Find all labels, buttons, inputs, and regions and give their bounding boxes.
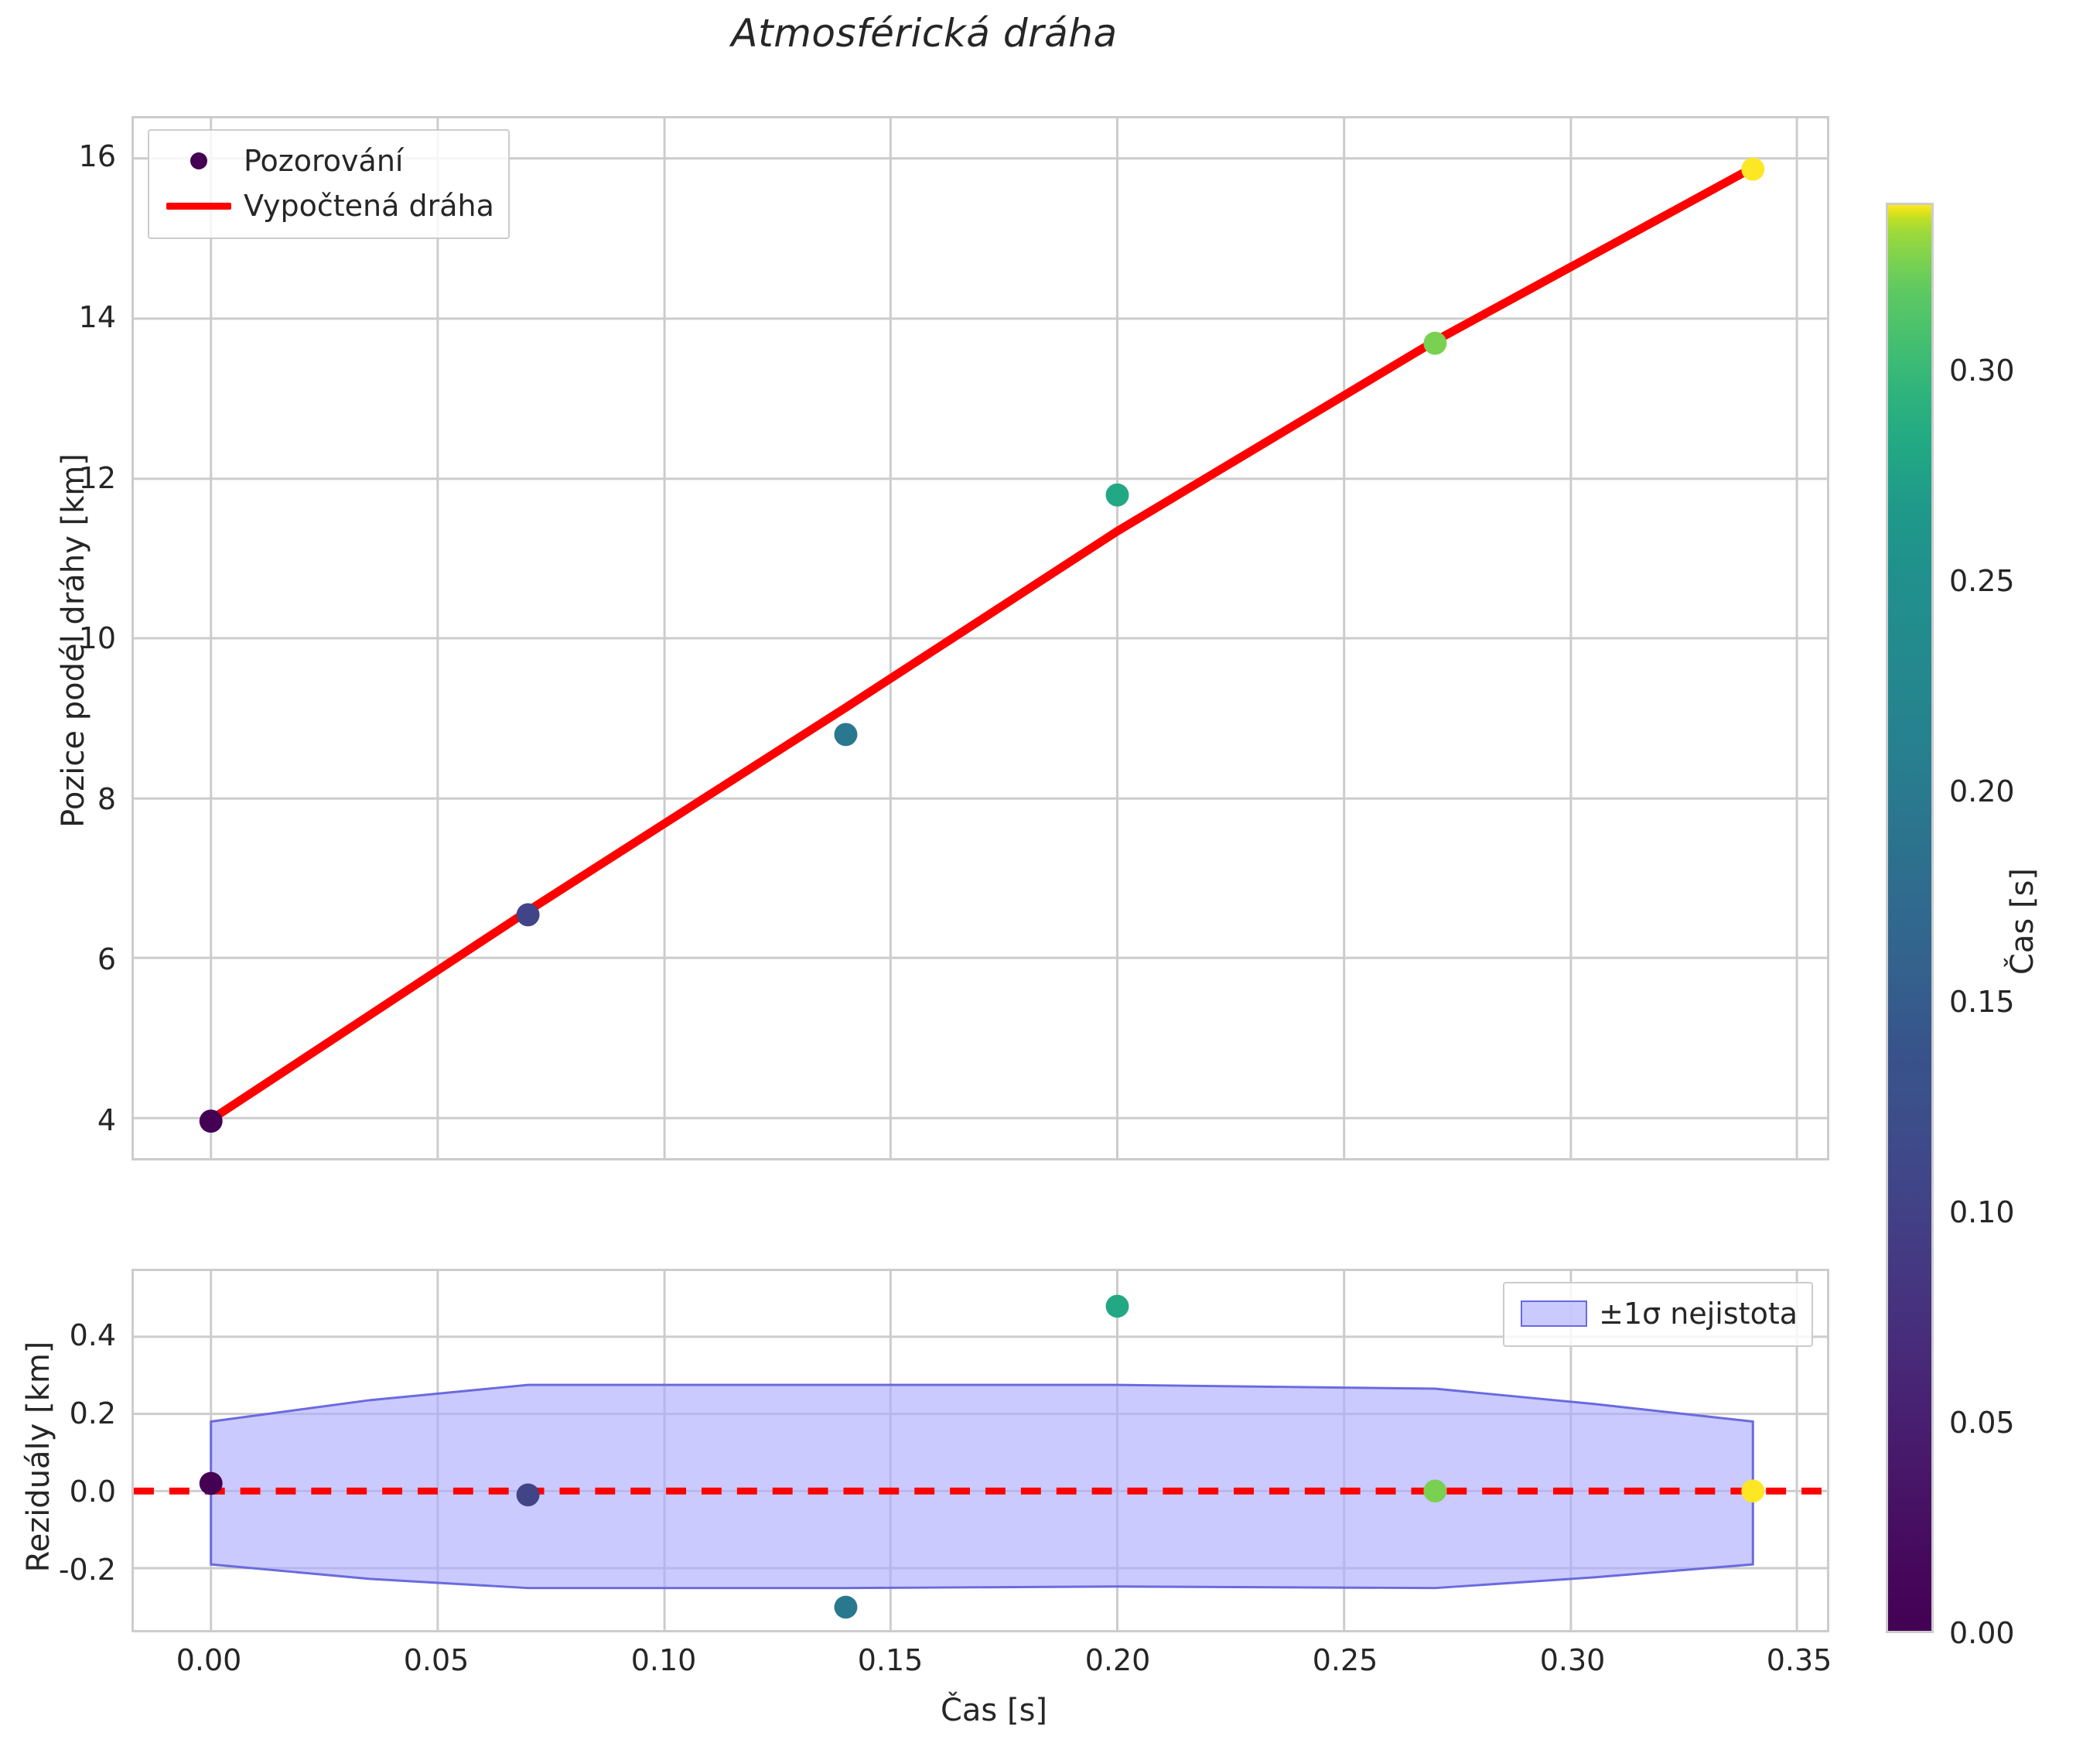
main-ytick-12: 12 (78, 461, 116, 495)
residual-point (516, 1483, 540, 1507)
residual-ytick-04: 0.4 (69, 1318, 116, 1352)
xaxis-label: Čas [s] (940, 1693, 1048, 1728)
xtick-035: 0.35 (1766, 1643, 1832, 1677)
main-legend: Pozorování Vypočtená dráha (148, 129, 510, 239)
residual-legend: ±1σ nejistota (1503, 1282, 1813, 1347)
colorbar-label: Čas [s] (2005, 867, 2040, 976)
main-plot-area (134, 118, 1827, 1158)
colorbar-gradient (1886, 203, 1934, 1633)
figure-title: Atmosférická dráha (731, 11, 1118, 56)
residual-plot-axes: ±1σ nejistota (131, 1269, 1829, 1632)
residual-point (199, 1471, 223, 1495)
residual-point (1741, 1479, 1765, 1503)
xtick-015: 0.15 (857, 1643, 924, 1677)
main-gridlines (134, 118, 1827, 1158)
main-ytick-10: 10 (78, 621, 116, 655)
residual-ytick-00: 0.0 (69, 1475, 116, 1509)
xtick-025: 0.25 (1312, 1643, 1378, 1677)
xtick-030: 0.30 (1539, 1643, 1606, 1677)
cbar-tick-015: 0.15 (1949, 985, 2015, 1019)
main-data-layer (199, 157, 1765, 1133)
main-ytick-14: 14 (78, 300, 116, 334)
legend-entry-uncertainty: ±1σ nejistota (1517, 1291, 1798, 1336)
xtick-010: 0.10 (630, 1643, 697, 1677)
xtick-020: 0.20 (1084, 1643, 1151, 1677)
residual-ytick-neg02: -0.2 (58, 1553, 116, 1587)
legend-label-fit: Vypočtená dráha (244, 189, 494, 223)
fit-line (207, 163, 1757, 1124)
observation-point (199, 1109, 223, 1133)
main-ylabel: Pozice podél dráhy [km] (56, 453, 91, 828)
main-plot-axes: Pozorování Vypočtená dráha (131, 116, 1829, 1160)
main-ytick-8: 8 (97, 782, 116, 816)
cbar-tick-030: 0.30 (1949, 354, 2015, 388)
observation-point (1423, 331, 1447, 355)
legend-label-observations: Pozorování (244, 144, 404, 178)
cbar-tick-010: 0.10 (1949, 1195, 2015, 1229)
main-ytick-6: 6 (97, 942, 116, 976)
cbar-tick-020: 0.20 (1949, 774, 2015, 808)
cbar-tick-005: 0.05 (1949, 1406, 2015, 1440)
main-ytick-16: 16 (78, 139, 116, 173)
residual-point (1105, 1294, 1129, 1318)
residual-point (834, 1595, 858, 1619)
line-swatch-icon (162, 202, 236, 210)
observation-point (1105, 483, 1129, 507)
uncertainty-band (210, 1383, 1754, 1590)
residual-ytick-02: 0.2 (69, 1396, 116, 1430)
band-patch-icon (1517, 1300, 1591, 1327)
observation-point (834, 723, 858, 747)
residual-data-layer (134, 1294, 1827, 1619)
scatter-dot-icon (162, 152, 236, 169)
xtick-000: 0.00 (176, 1643, 242, 1677)
residual-ylabel: Reziduály [km] (21, 1341, 56, 1573)
residual-points (199, 1294, 1765, 1619)
residual-point (1423, 1479, 1447, 1503)
cbar-tick-000: 0.00 (1949, 1616, 2015, 1650)
observation-points (199, 157, 1765, 1133)
legend-entry-fit: Vypočtená dráha (162, 183, 494, 228)
observation-point (516, 903, 540, 927)
legend-entry-observations: Pozorování (162, 138, 494, 183)
legend-label-uncertainty: ±1σ nejistota (1599, 1297, 1798, 1331)
colorbar: 0.00 0.05 0.10 0.15 0.20 0.25 0.30 (1886, 203, 2015, 1650)
observation-point (1741, 157, 1765, 181)
main-ytick-4: 4 (97, 1103, 116, 1137)
cbar-tick-025: 0.25 (1949, 564, 2015, 598)
xtick-005: 0.05 (403, 1643, 470, 1677)
